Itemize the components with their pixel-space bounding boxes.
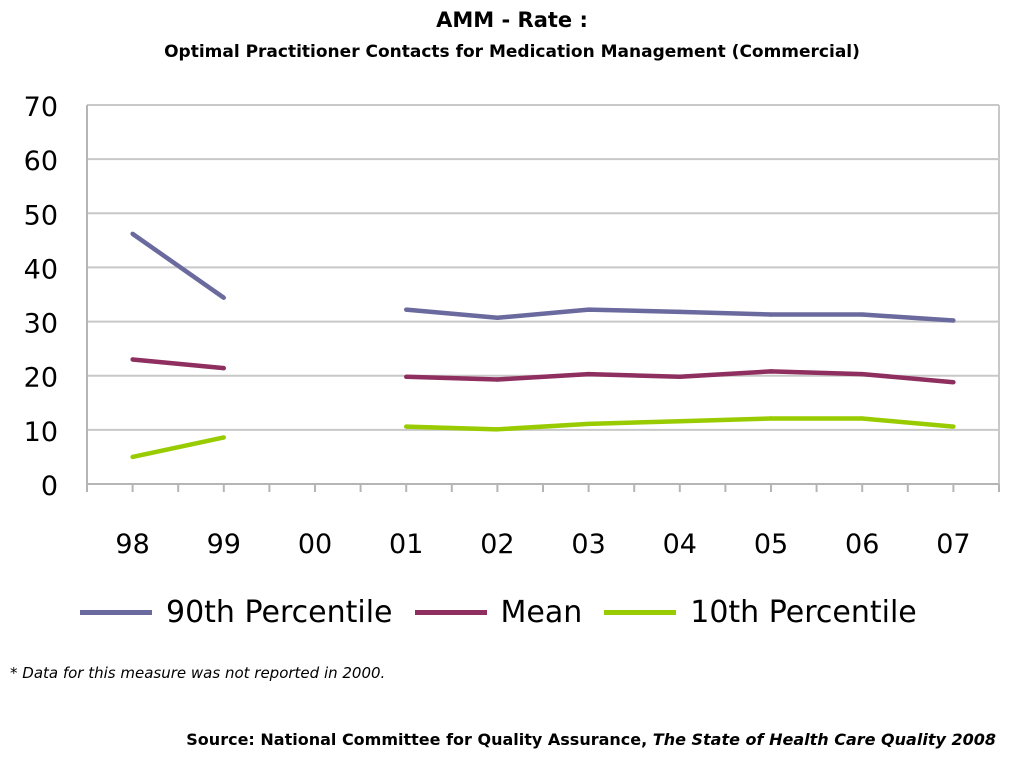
source-publication: The State of Health Care Quality 2008 bbox=[652, 730, 996, 749]
data-point-1-03 bbox=[586, 371, 591, 377]
legend-item-10th: 10th Percentile bbox=[604, 595, 917, 630]
data-point-2-06 bbox=[860, 416, 865, 421]
data-point-1-04 bbox=[677, 374, 682, 379]
data-point-2-01 bbox=[404, 424, 409, 429]
x-tick-label-01: 01 bbox=[389, 529, 423, 560]
x-tick-label-02: 02 bbox=[480, 529, 514, 560]
data-point-1-99 bbox=[221, 365, 226, 371]
legend-swatch-mean bbox=[414, 609, 487, 615]
x-tick-label-99: 99 bbox=[207, 529, 241, 560]
data-point-1-98 bbox=[130, 357, 135, 362]
x-tick-label-06: 06 bbox=[845, 529, 879, 560]
legend-item-90th: 90th Percentile bbox=[80, 595, 393, 630]
x-tick-label-04: 04 bbox=[663, 529, 697, 560]
data-point-0-05 bbox=[768, 312, 774, 317]
y-tick-label-10: 10 bbox=[24, 417, 58, 448]
source-citation: Source: National Committee for Quality A… bbox=[186, 730, 996, 749]
legend-swatch-10th bbox=[604, 609, 677, 615]
data-point-2-99 bbox=[221, 435, 226, 440]
series-line-0-segment-0 bbox=[131, 232, 226, 300]
legend-item-mean: Mean bbox=[414, 594, 583, 630]
x-tick-label-00: 00 bbox=[298, 529, 332, 560]
data-point-1-02 bbox=[495, 377, 500, 382]
chart-title: AMM - Rate : bbox=[436, 8, 588, 32]
footnote: * Data for this measure was not reported… bbox=[10, 664, 386, 682]
y-tick-label-40: 40 bbox=[24, 254, 58, 285]
x-tick-label-05: 05 bbox=[754, 529, 788, 560]
data-point-2-02 bbox=[495, 427, 500, 432]
legend-label-10th: 10th Percentile bbox=[690, 594, 917, 630]
data-point-2-05 bbox=[768, 416, 774, 421]
data-point-2-98 bbox=[130, 454, 135, 460]
line-chart: 0 10 20 30 40 50 60 70 98 99 00 01 02 03 04 05 06 07 bbox=[24, 92, 1000, 560]
chart-legend: 90th Percentile Mean 10th Percentile bbox=[80, 588, 939, 636]
y-tick-label-30: 30 bbox=[24, 309, 58, 340]
data-point-0-02 bbox=[495, 315, 500, 320]
y-tick-label-20: 20 bbox=[24, 363, 58, 394]
x-tick-label-07: 07 bbox=[936, 529, 970, 560]
y-tick-label-60: 60 bbox=[24, 146, 58, 177]
data-point-2-03 bbox=[586, 421, 591, 427]
chart-subtitle: Optimal Practitioner Contacts for Medica… bbox=[164, 42, 860, 62]
series-line-1-segment-0 bbox=[132, 357, 225, 371]
data-point-1-07 bbox=[951, 380, 956, 385]
series-line-2-segment-0 bbox=[132, 435, 225, 460]
data-point-0-99 bbox=[221, 295, 226, 300]
data-point-1-01 bbox=[404, 374, 409, 379]
legend-label-mean: Mean bbox=[500, 594, 583, 630]
data-point-2-07 bbox=[951, 424, 956, 429]
y-tick-label-0: 0 bbox=[41, 471, 58, 502]
legend-swatch-90th bbox=[80, 609, 152, 615]
source-prefix: Source: National Committee for Quality A… bbox=[186, 730, 648, 749]
data-point-0-07 bbox=[951, 318, 956, 323]
x-tick-label-03: 03 bbox=[571, 529, 605, 560]
data-point-1-05 bbox=[768, 369, 774, 374]
data-point-0-03 bbox=[586, 307, 591, 312]
legend-label-90th: 90th Percentile bbox=[166, 594, 393, 630]
data-point-0-98 bbox=[130, 231, 135, 237]
y-tick-label-70: 70 bbox=[24, 92, 58, 123]
data-point-2-04 bbox=[677, 418, 682, 424]
data-point-0-01 bbox=[404, 307, 409, 312]
y-tick-label-50: 50 bbox=[24, 200, 58, 231]
data-point-1-06 bbox=[860, 371, 865, 377]
x-tick-label-98: 98 bbox=[115, 529, 149, 560]
data-point-0-06 bbox=[860, 312, 865, 317]
data-point-0-04 bbox=[677, 309, 682, 315]
